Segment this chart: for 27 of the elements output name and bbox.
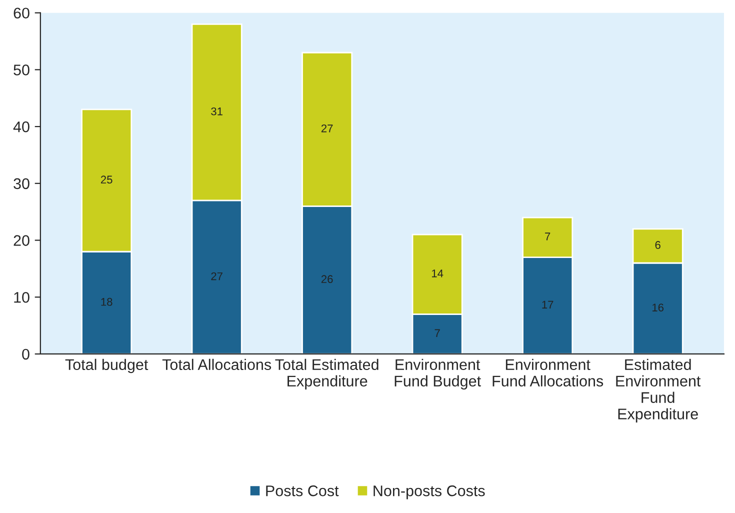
y-tick-label: 30	[14, 178, 30, 190]
legend-label: Non-posts Costs	[374, 485, 485, 500]
x-tick-label: Total Estimated Expenditure	[275, 358, 378, 390]
y-tick-label: 10	[14, 292, 30, 303]
data-label: 7	[545, 232, 550, 240]
data-label: 27	[321, 124, 333, 132]
data-label: 6	[655, 241, 660, 249]
y-tick-label: 20	[14, 235, 30, 246]
data-label: 26	[321, 275, 333, 284]
y-tick-label: 0	[22, 348, 30, 360]
x-tick-label: Environment Fund Budget	[394, 358, 481, 390]
x-tick-label: Estimated Environment Fund Expenditure	[616, 358, 701, 422]
x-tick-label: Total budget	[65, 358, 148, 374]
data-label: 31	[211, 107, 222, 116]
y-tick-label: 50	[14, 64, 30, 76]
data-label: 16	[652, 304, 664, 312]
data-label: 14	[432, 270, 444, 278]
data-label: 27	[211, 272, 222, 280]
data-label: 25	[100, 176, 112, 184]
x-tick-label: Environment Fund Allocations	[492, 358, 604, 387]
legend-label: Posts Cost	[266, 485, 339, 496]
data-label: 7	[434, 329, 440, 337]
data-label: 17	[542, 300, 554, 309]
x-tick-label: Total Allocations	[162, 358, 272, 370]
y-tick-label: 40	[13, 121, 30, 132]
y-tick-label: 60	[14, 8, 30, 19]
data-label: 18	[101, 298, 112, 306]
